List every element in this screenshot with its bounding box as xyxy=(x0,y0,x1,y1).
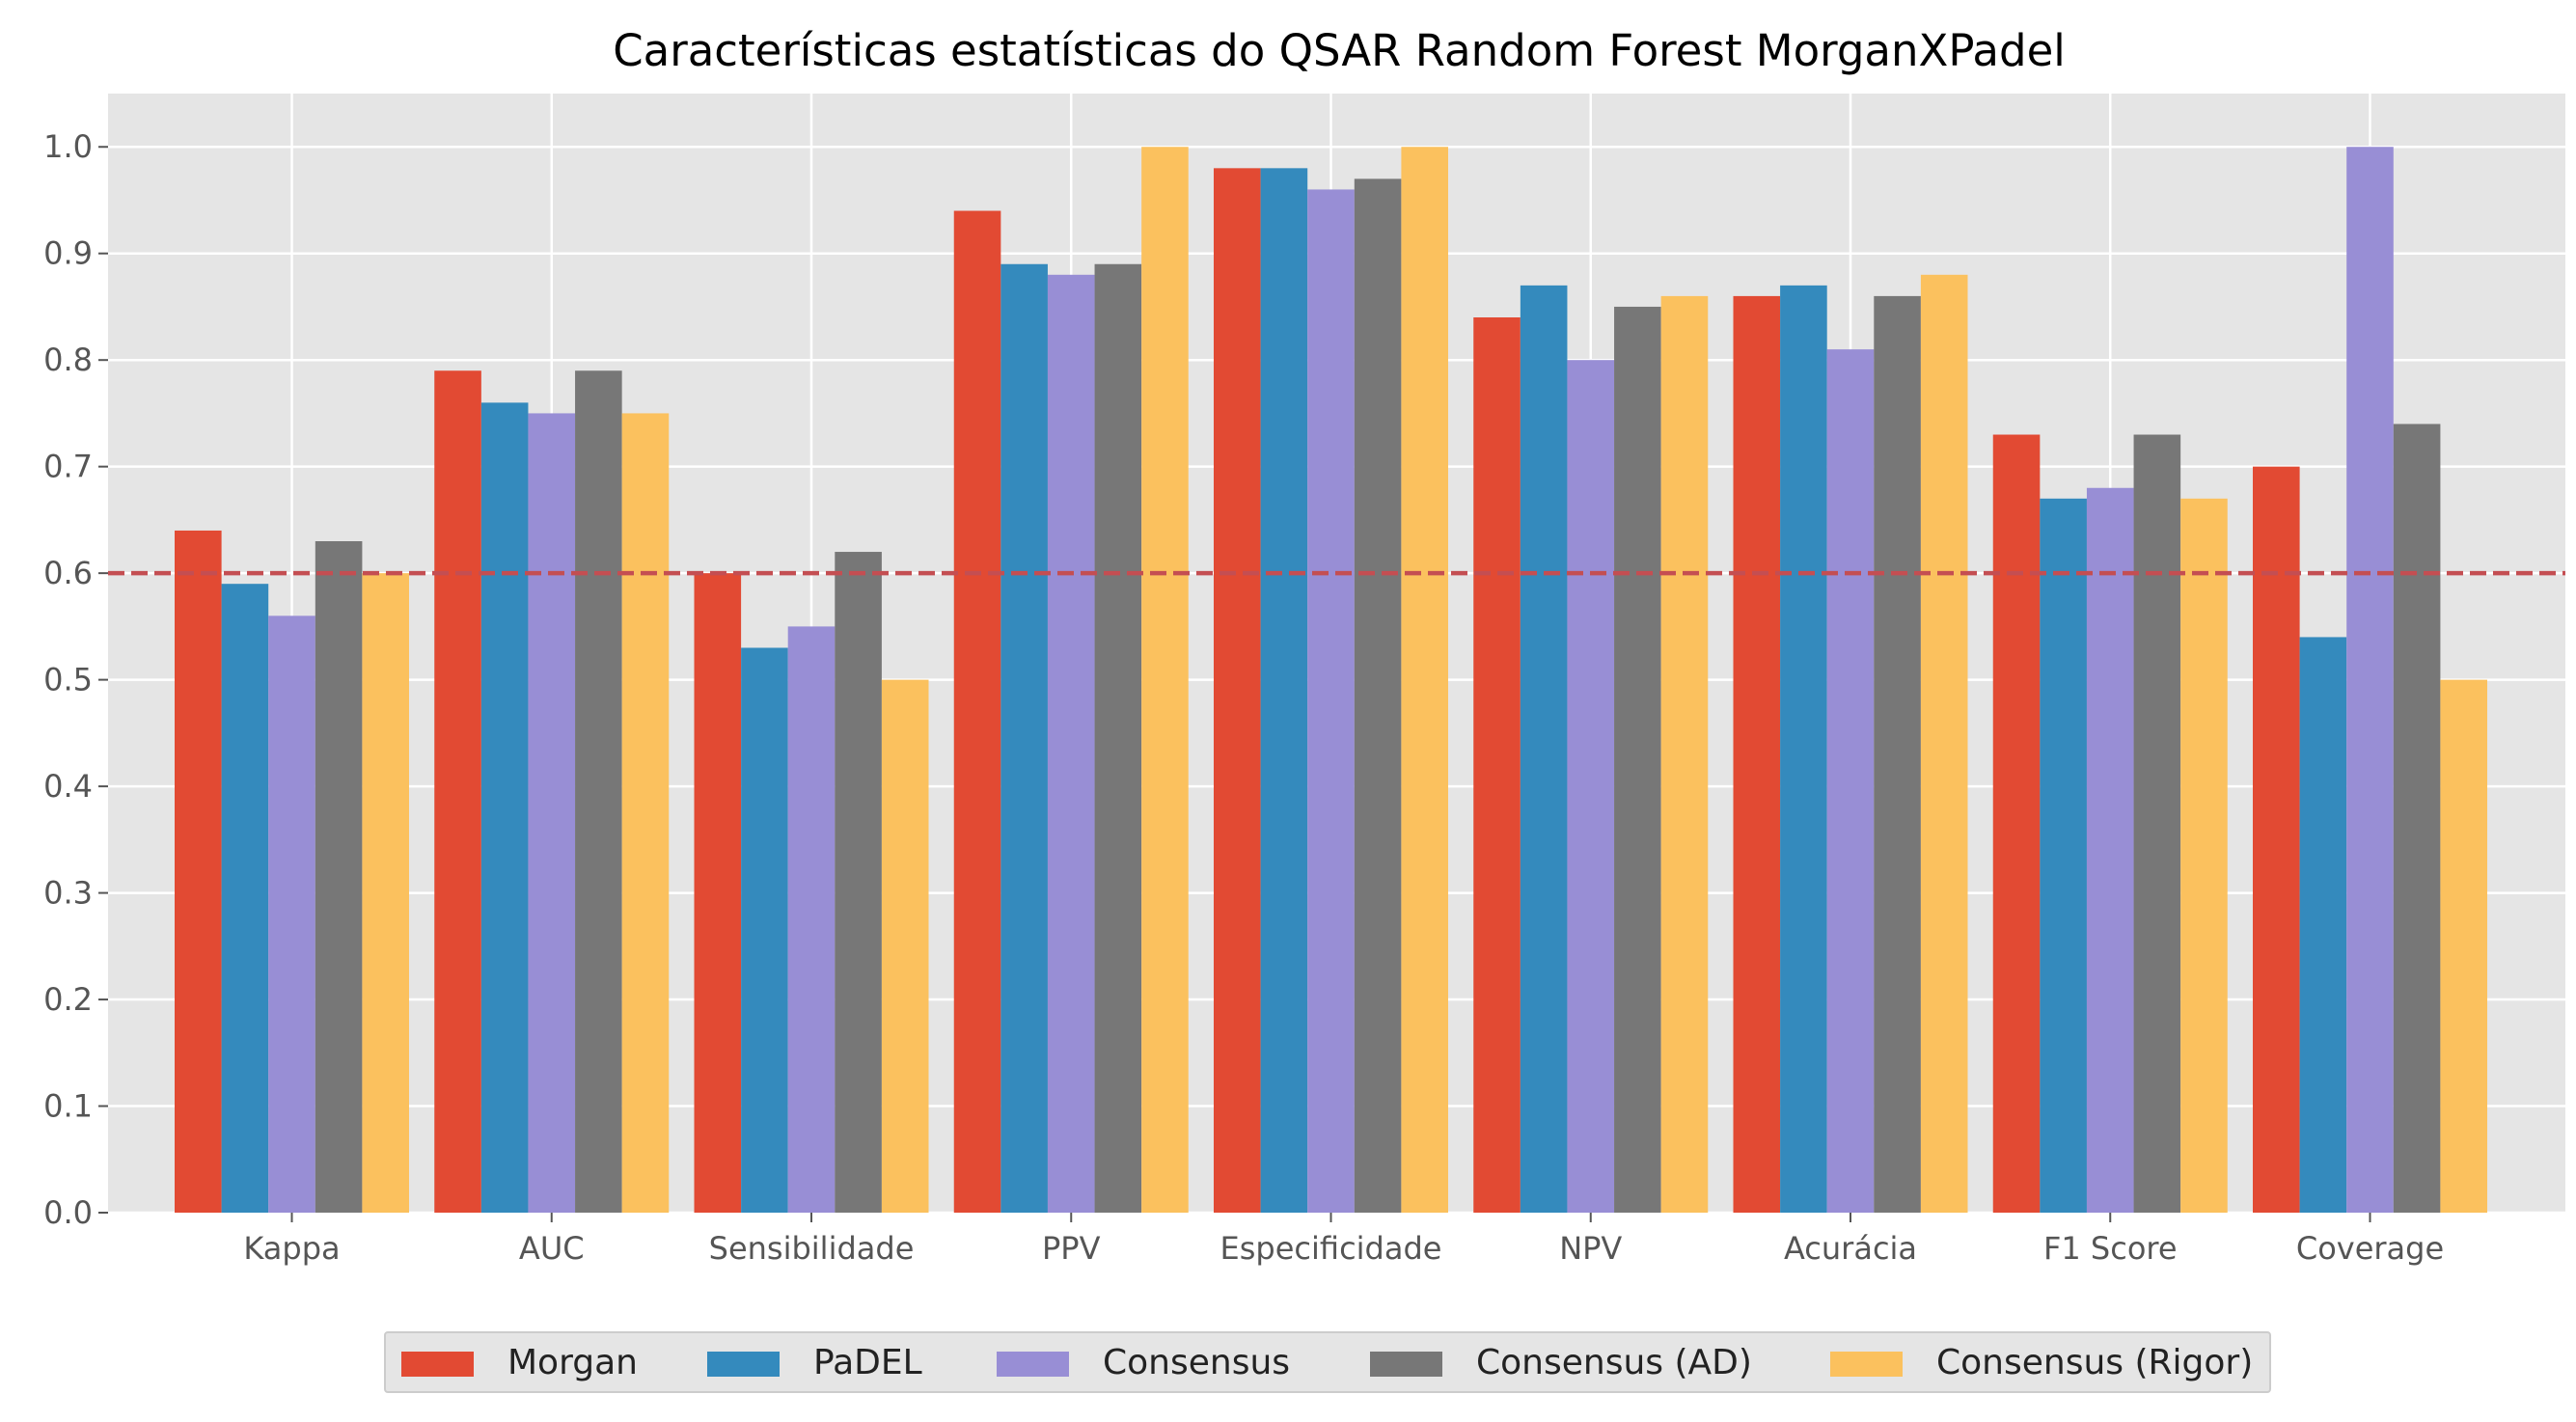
bar xyxy=(362,573,409,1213)
x-tick-label: AUC xyxy=(519,1230,585,1267)
bar xyxy=(2393,424,2441,1213)
bar xyxy=(1520,285,1568,1213)
bar xyxy=(268,615,315,1213)
y-tick-label: 0.6 xyxy=(43,555,93,591)
y-tick-label: 0.1 xyxy=(43,1088,93,1125)
bar xyxy=(2440,679,2487,1213)
bar xyxy=(2133,434,2181,1213)
legend-label: Morgan xyxy=(507,1343,638,1382)
y-tick-label: 0.7 xyxy=(43,449,93,485)
x-axis: Kappa AUC Sensibilidade PPV Especificidade NP… xyxy=(243,1213,2444,1267)
bar xyxy=(1047,274,1095,1213)
bar xyxy=(1660,295,1709,1213)
bar xyxy=(787,626,836,1213)
y-tick-label: 0.9 xyxy=(43,235,93,272)
legend-label: Consensus (Rigor) xyxy=(1936,1343,2254,1382)
bar xyxy=(2253,466,2300,1214)
y-tick-label: 0.0 xyxy=(43,1194,93,1231)
x-tick-label: Kappa xyxy=(243,1230,340,1267)
bar xyxy=(2180,498,2228,1213)
bar xyxy=(1094,263,1142,1213)
bar xyxy=(1733,295,1781,1213)
bar xyxy=(2086,487,2134,1213)
bar xyxy=(2299,637,2347,1213)
x-tick-label: Sensibilidade xyxy=(709,1230,915,1267)
legend-swatch xyxy=(1370,1352,1442,1377)
bar xyxy=(1920,274,1968,1213)
chart-title: Características estatísticas do QSAR Ran… xyxy=(613,25,2066,76)
bar xyxy=(434,370,481,1213)
bar xyxy=(480,402,529,1213)
bar xyxy=(1354,178,1402,1213)
x-tick-label: F1 Score xyxy=(2043,1230,2178,1267)
bar xyxy=(2040,498,2087,1213)
y-tick-label: 1.0 xyxy=(43,128,93,165)
y-tick-label: 0.4 xyxy=(43,768,93,805)
bar xyxy=(1992,434,2041,1213)
legend-swatch xyxy=(1830,1352,1903,1377)
bar xyxy=(694,573,742,1213)
bar xyxy=(1000,263,1048,1213)
x-tick-label: Especificidade xyxy=(1220,1230,1442,1267)
bar xyxy=(1780,285,1827,1213)
x-tick-label: Acurácia xyxy=(1784,1230,1917,1267)
bar xyxy=(953,210,1001,1213)
bar xyxy=(1473,317,1521,1213)
bars xyxy=(175,147,2487,1214)
bar xyxy=(315,541,363,1213)
bar xyxy=(1826,349,1875,1214)
y-tick-label: 0.8 xyxy=(43,342,93,378)
bar xyxy=(2346,147,2394,1214)
bar xyxy=(1401,147,1448,1214)
bar xyxy=(1874,295,1921,1213)
bar xyxy=(621,413,670,1213)
bar xyxy=(1614,306,1661,1213)
y-tick-label: 0.5 xyxy=(43,662,93,698)
legend-label: Consensus xyxy=(1103,1343,1291,1382)
bar xyxy=(528,413,576,1213)
bar xyxy=(1307,189,1355,1213)
legend: Morgan PaDEL Consensus Consensus (AD) Co… xyxy=(384,1331,2271,1393)
legend-swatch xyxy=(707,1352,780,1377)
bar xyxy=(1567,360,1615,1213)
bar xyxy=(835,552,882,1213)
legend-label: PaDEL xyxy=(813,1343,922,1382)
bar xyxy=(1260,168,1308,1213)
legend-label: Consensus (AD) xyxy=(1476,1343,1752,1382)
bar xyxy=(575,370,622,1213)
bar xyxy=(1141,147,1189,1214)
legend-swatch xyxy=(401,1352,474,1377)
x-tick-label: Coverage xyxy=(2296,1230,2444,1267)
bar xyxy=(881,679,929,1213)
bar xyxy=(1214,168,1261,1213)
legend-swatch xyxy=(997,1352,1069,1377)
y-tick-label: 0.3 xyxy=(43,875,93,912)
bar xyxy=(221,584,269,1213)
y-tick-label: 0.2 xyxy=(43,981,93,1018)
y-axis: 0.0 0.1 0.2 0.3 0.4 0.5 0.6 0.7 0.8 0.9 1.0 xyxy=(43,128,108,1231)
bar xyxy=(175,530,222,1213)
x-tick-label: NPV xyxy=(1559,1230,1622,1267)
bar xyxy=(741,647,788,1213)
x-tick-label: PPV xyxy=(1042,1230,1101,1267)
